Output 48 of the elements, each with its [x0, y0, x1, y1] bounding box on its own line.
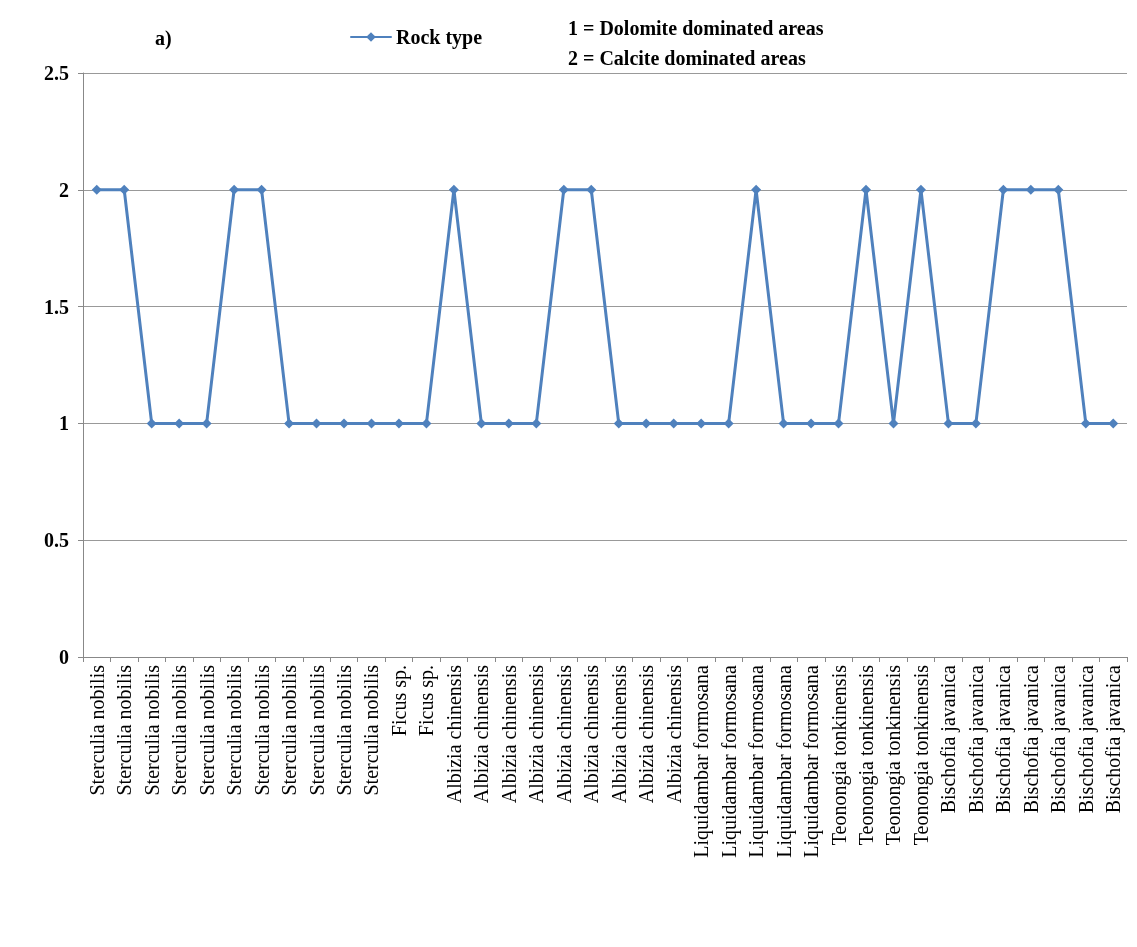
y-tick-label: 0 — [59, 646, 69, 668]
x-tick-label: Teonongia tonkinensis — [827, 664, 851, 846]
x-tick-label: Sterculia nobilis — [360, 664, 383, 796]
text: 2 = Calcite dominated areas — [568, 47, 806, 69]
x-tick-label: Sterculia nobilis — [223, 664, 246, 796]
x-tick-label: Albizia chinensis — [497, 664, 520, 804]
x-tick-label: Bischofia javanica — [1102, 664, 1126, 814]
x-tick-label: Albizia chinensis — [525, 664, 548, 804]
y-tick-label: 2.5 — [44, 62, 69, 84]
x-tick-label: Sterculia nobilis — [250, 664, 273, 796]
x-tick-label: Liquidambar formosana — [690, 664, 714, 858]
x-tick-label: Bischofia javanica — [1019, 664, 1043, 814]
x-tick-label: Albizia chinensis — [635, 664, 658, 804]
x-tick-label: Bischofia javanica — [937, 664, 961, 814]
x-tick-label: Bischofia javanica — [992, 664, 1016, 814]
x-tick-label: Bischofia javanica — [964, 664, 988, 814]
x-tick-label: Sterculia nobilis — [333, 664, 355, 796]
x-tick-label: Liquidambar formosana — [745, 664, 769, 858]
x-tick-label: Ficus sp. — [387, 665, 411, 737]
x-tick-label: Sterculia nobilis — [168, 664, 191, 796]
x-tick-label: Liquidambar formosana — [717, 664, 741, 858]
x-tick-label: Sterculia nobilis — [278, 664, 301, 796]
x-tick-label: Teonongia tonkinensis — [855, 664, 878, 846]
y-tick-label: 1.5 — [44, 295, 69, 318]
x-tick-label: Sterculia nobilis — [305, 664, 328, 796]
y-tick-label: 1 — [59, 412, 69, 435]
x-tick-label: Liquidambar formosana — [772, 664, 796, 858]
x-tick-label: Sterculia nobilis — [113, 664, 136, 796]
text: a) — [155, 27, 172, 50]
x-tick-label: Sterculia nobilis — [85, 664, 108, 796]
x-tick-label: Albizia chinensis — [580, 664, 603, 804]
x-tick-label: Albizia chinensis — [662, 664, 685, 804]
x-tick-label: Albizia chinensis — [552, 664, 575, 804]
x-tick-label: Teonongia tonkinensis — [909, 664, 933, 846]
x-tick-label: Albizia chinensis — [607, 664, 630, 804]
y-tick-label: 2 — [59, 178, 69, 201]
x-tick-label: Liquidambar formosana — [800, 664, 824, 858]
x-tick-label: Ficus sp. — [415, 665, 439, 737]
x-tick-label: Bischofia javanica — [1074, 664, 1098, 814]
x-tick-label: Sterculia nobilis — [195, 664, 218, 796]
x-tick-label: Albizia chinensis — [470, 664, 493, 804]
x-tick-label: Albizia chinensis — [442, 664, 465, 804]
legend-label: Rock type — [396, 26, 483, 49]
x-tick-label: Sterculia nobilis — [140, 664, 163, 796]
x-tick-label: Bischofia javanica — [1047, 664, 1071, 814]
y-tick-label: 0.5 — [44, 529, 69, 552]
text: 1 = Dolomite dominated areas — [568, 17, 824, 39]
x-tick-label: Teonongia tonkinensis — [882, 664, 906, 846]
